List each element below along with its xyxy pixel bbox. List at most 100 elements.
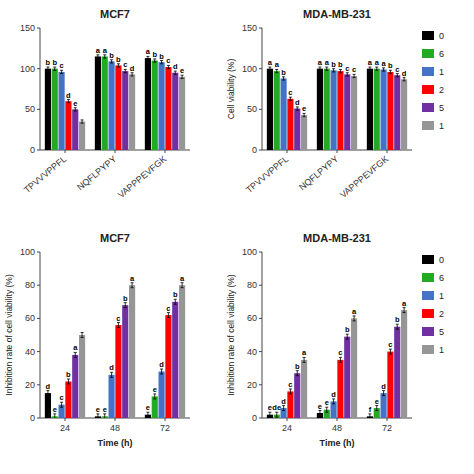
- error-line: [68, 379, 69, 384]
- bar: [179, 285, 185, 418]
- error-cap: [282, 410, 285, 411]
- letter: c: [59, 61, 63, 70]
- error-bar: [268, 67, 271, 70]
- error-cap: [110, 377, 113, 378]
- bar: [337, 360, 343, 418]
- y-tick-label: 150: [20, 23, 35, 33]
- x-tick: [165, 418, 166, 421]
- y-tick-label: 50: [25, 104, 35, 114]
- error-line: [75, 352, 76, 357]
- letter: b: [173, 290, 178, 299]
- y-tick-label: 0: [252, 145, 257, 155]
- letter: a: [302, 348, 307, 357]
- letter: e: [103, 405, 107, 414]
- letter: c: [166, 304, 170, 313]
- x-tick: [115, 418, 116, 421]
- letter: a: [275, 60, 280, 69]
- letter: b: [46, 58, 51, 67]
- letter: b: [116, 55, 121, 64]
- error-cap: [67, 102, 70, 103]
- bar: [79, 335, 85, 418]
- error-bar: [124, 69, 127, 72]
- y-axis: [40, 252, 41, 418]
- error-line: [147, 56, 148, 59]
- x-tick: [165, 150, 166, 153]
- x-tick-label: 48: [332, 423, 342, 433]
- bar: [317, 69, 323, 150]
- error-cap: [174, 74, 177, 75]
- error-line: [297, 107, 298, 110]
- letter: d: [159, 360, 164, 369]
- legend-label: 2: [439, 309, 444, 319]
- legend-label: 2: [439, 85, 444, 95]
- x-tick-label: TPVVVPPFL: [22, 154, 68, 195]
- error-cap: [332, 71, 335, 72]
- error-line: [82, 120, 83, 123]
- error-cap: [275, 72, 278, 73]
- y-axis: [262, 28, 263, 150]
- error-cap: [153, 62, 156, 63]
- error-cap: [146, 59, 149, 60]
- error-line: [333, 399, 334, 404]
- bar: [109, 375, 115, 418]
- error-bar: [124, 303, 127, 308]
- error-bar: [303, 357, 306, 362]
- error-line: [111, 60, 112, 63]
- error-bar: [153, 59, 156, 62]
- letter: e: [96, 405, 100, 414]
- bar: [387, 72, 393, 150]
- x-tick-label: NQFLPYPY: [75, 154, 118, 193]
- y-tick-label: 60: [247, 313, 257, 323]
- error-line: [333, 69, 334, 72]
- x-tick: [287, 418, 288, 421]
- legend-label: 6: [439, 49, 444, 59]
- error-line: [47, 67, 48, 70]
- x-tick: [65, 150, 66, 153]
- letter: a: [381, 59, 386, 68]
- error-bar: [131, 283, 134, 288]
- error-cap: [160, 63, 163, 64]
- bar: [145, 58, 151, 150]
- y-axis-label: Inhibition rate of cell viability (%): [226, 274, 236, 396]
- marks: [267, 67, 407, 150]
- error-line: [97, 55, 98, 58]
- error-line: [283, 406, 284, 411]
- error-cap: [325, 412, 328, 413]
- x-tick: [337, 418, 338, 421]
- legend: 061251: [422, 255, 444, 355]
- error-cap: [117, 67, 120, 68]
- legend-swatch: [422, 103, 434, 112]
- error-cap: [275, 417, 278, 418]
- error-cap: [339, 362, 342, 363]
- bar: [294, 109, 300, 150]
- legend-label: 6: [439, 273, 444, 283]
- error-bar: [368, 414, 371, 418]
- error-bar: [353, 74, 356, 77]
- legend-label: 5: [439, 327, 444, 337]
- letter: d: [173, 62, 178, 71]
- letter: b: [281, 68, 286, 77]
- letter: d: [66, 91, 71, 100]
- error-line: [319, 411, 320, 416]
- legend-label: 1: [439, 345, 444, 355]
- error-line: [182, 75, 183, 78]
- y-axis: [40, 28, 41, 150]
- error-cap: [74, 110, 77, 111]
- error-cap: [124, 307, 127, 308]
- error-bar: [389, 70, 392, 73]
- error-cap: [117, 327, 120, 328]
- y-axis: [262, 252, 263, 418]
- error-line: [404, 78, 405, 81]
- y-axis-label: Inhibition rate of cell viability (%): [4, 274, 14, 396]
- x-tick-label: 24: [282, 423, 292, 433]
- error-cap: [339, 72, 342, 73]
- legend-swatch: [422, 49, 434, 58]
- x-tick-label: 72: [382, 423, 392, 433]
- y-tick-label: 40: [25, 347, 35, 357]
- bar: [152, 396, 158, 418]
- error-line: [383, 391, 384, 396]
- bar: [122, 305, 128, 418]
- error-bar: [53, 414, 56, 418]
- error-cap: [353, 77, 356, 78]
- bar: [301, 360, 307, 418]
